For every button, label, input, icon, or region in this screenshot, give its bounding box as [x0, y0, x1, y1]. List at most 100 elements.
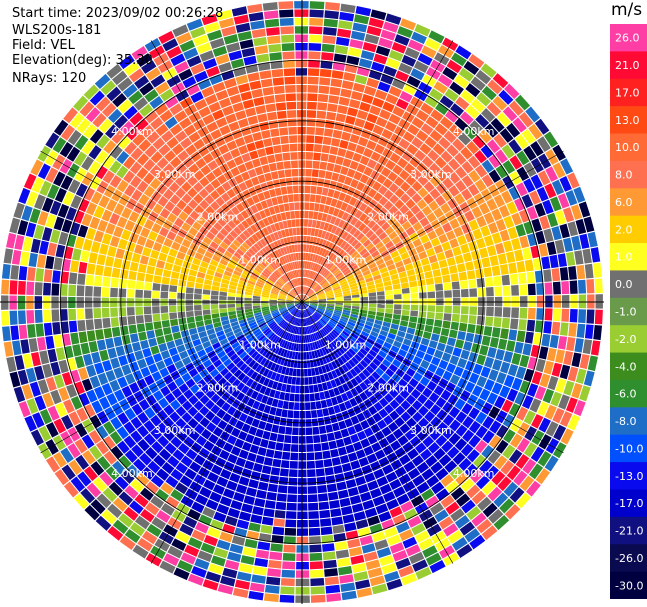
- velocity-gate: [144, 273, 154, 283]
- velocity-gate: [347, 107, 359, 117]
- velocity-gate: [387, 332, 396, 340]
- velocity-gate: [406, 405, 417, 417]
- velocity-gate: [156, 183, 168, 195]
- velocity-gate: [310, 298, 318, 301]
- velocity-gate: [476, 278, 485, 288]
- velocity-gate: [452, 289, 461, 298]
- velocity-gate: [332, 245, 340, 254]
- velocity-gate: [403, 508, 418, 521]
- velocity-gate: [281, 43, 295, 52]
- velocity-gate: [403, 83, 417, 96]
- velocity-gate: [264, 500, 276, 509]
- velocity-gate: [3, 341, 14, 357]
- velocity-gate: [487, 347, 497, 359]
- velocity-gate: [401, 150, 414, 162]
- velocity-gate: [458, 457, 472, 472]
- velocity-gate: [82, 450, 96, 465]
- velocity-gate: [221, 213, 231, 223]
- colorbar-segment: [610, 160, 647, 189]
- velocity-gate: [333, 288, 342, 293]
- velocity-gate: [245, 217, 254, 226]
- velocity-gate: [308, 334, 312, 343]
- velocity-gate: [167, 381, 178, 392]
- velocity-gate: [269, 302, 277, 305]
- velocity-gate: [361, 543, 376, 554]
- velocity-gate: [210, 393, 221, 404]
- velocity-gate: [575, 368, 587, 384]
- velocity-gate: [321, 213, 328, 222]
- velocity-gate: [168, 248, 178, 258]
- velocity-gate: [255, 455, 265, 465]
- velocity-gate: [209, 73, 223, 85]
- velocity-gate: [90, 241, 101, 254]
- velocity-gate: [440, 202, 451, 214]
- velocity-gate: [526, 206, 538, 220]
- velocity-gate: [287, 305, 295, 310]
- velocity-gate: [354, 219, 363, 229]
- velocity-gate: [299, 302, 302, 310]
- velocity-gate: [327, 103, 338, 113]
- velocity-gate: [508, 139, 522, 154]
- velocity-gate: [321, 347, 327, 356]
- velocity-gate: [502, 307, 511, 318]
- velocity-gate: [318, 304, 326, 307]
- velocity-gate: [446, 144, 459, 158]
- velocity-gate: [359, 155, 370, 166]
- velocity-gate: [200, 261, 209, 269]
- velocity-gate: [469, 306, 478, 316]
- velocity-gate: [326, 305, 335, 308]
- velocity-gate: [47, 242, 58, 257]
- velocity-gate: [278, 305, 286, 309]
- velocity-gate: [93, 318, 103, 330]
- velocity-gate: [83, 403, 96, 418]
- velocity-gate: [448, 171, 461, 184]
- velocity-gate: [317, 321, 324, 328]
- velocity-gate: [425, 318, 435, 326]
- velocity-gate: [475, 425, 488, 439]
- velocity-gate: [257, 174, 266, 184]
- velocity-gate: [468, 420, 481, 434]
- velocity-gate: [265, 103, 277, 113]
- velocity-gate: [171, 143, 184, 156]
- velocity-gate: [524, 331, 534, 344]
- velocity-gate: [105, 337, 115, 349]
- colorbar-segment: [610, 270, 647, 299]
- velocity-gate: [244, 303, 252, 307]
- velocity-gate: [385, 159, 396, 171]
- velocity-gate: [334, 338, 342, 346]
- velocity-gate: [279, 277, 286, 284]
- velocity-gate: [366, 353, 375, 362]
- velocity-gate: [593, 262, 602, 278]
- velocity-gate: [149, 45, 165, 59]
- velocity-gate: [193, 193, 204, 204]
- velocity-gate: [30, 429, 44, 446]
- velocity-gate: [52, 322, 61, 335]
- velocity-gate: [455, 166, 468, 179]
- velocity-gate: [374, 319, 383, 326]
- velocity-gate: [39, 240, 49, 255]
- velocity-gate: [571, 235, 582, 251]
- velocity-gate: [385, 337, 395, 345]
- velocity-gate: [443, 130, 457, 144]
- velocity-gate: [181, 356, 192, 366]
- velocity-gate: [469, 288, 478, 297]
- velocity-gate: [316, 321, 322, 329]
- velocity-gate: [537, 451, 552, 467]
- velocity-gate: [413, 60, 429, 73]
- velocity-gate: [370, 151, 381, 162]
- velocity-gate: [175, 405, 187, 417]
- velocity-gate: [174, 376, 185, 387]
- nrays-label: NRays: 120: [12, 71, 87, 86]
- velocity-gate: [515, 366, 527, 380]
- velocity-gate: [484, 276, 494, 287]
- velocity-gate: [263, 190, 271, 200]
- velocity-gate: [74, 134, 89, 150]
- velocity-gate: [417, 174, 429, 187]
- velocity-gate: [399, 389, 410, 400]
- velocity-gate: [318, 501, 330, 511]
- velocity-gate: [516, 166, 530, 182]
- velocity-gate: [73, 210, 85, 224]
- velocity-gate: [302, 302, 308, 307]
- velocity-gate: [347, 277, 356, 283]
- velocity-gate: [238, 280, 247, 286]
